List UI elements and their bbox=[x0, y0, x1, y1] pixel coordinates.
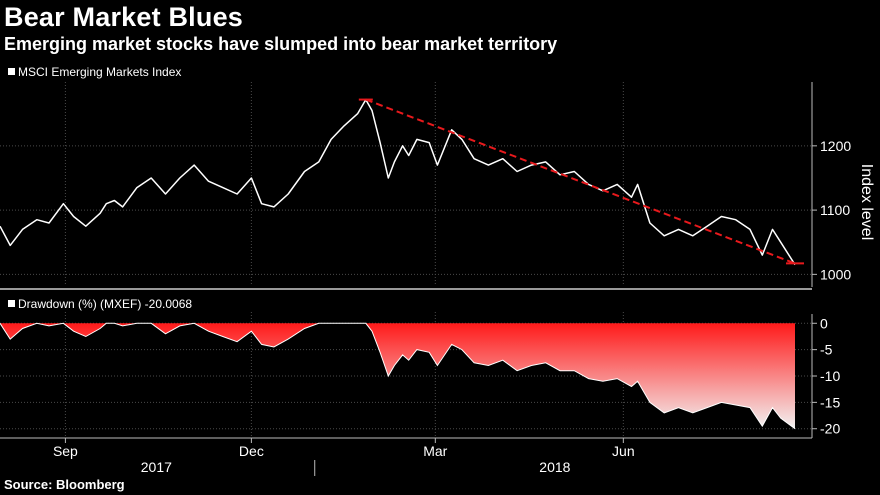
x-tick-label: Jun bbox=[612, 443, 635, 459]
top-legend-swatch bbox=[8, 68, 15, 75]
y-axis-label: Index level bbox=[858, 164, 875, 241]
trend-line bbox=[358, 98, 804, 265]
year-label: 2018 bbox=[539, 459, 570, 475]
x-tick-label: Dec bbox=[239, 443, 264, 459]
bottom-legend-swatch bbox=[8, 300, 15, 307]
year-label: 2017 bbox=[141, 459, 172, 475]
drawdown-line bbox=[0, 322, 796, 430]
drawdown-area bbox=[0, 323, 795, 429]
y-tick-label-bottom: 0 bbox=[820, 315, 828, 331]
chart-subtitle: Emerging market stocks have slumped into… bbox=[4, 34, 558, 54]
y-tick-label-top: 1000 bbox=[820, 266, 851, 282]
top-y-ticks: 1000 1100 1200 bbox=[811, 82, 851, 287]
y-tick-label-bottom: -5 bbox=[820, 342, 833, 358]
y-tick-label-bottom: -15 bbox=[820, 394, 840, 410]
top-legend-label: MSCI Emerging Markets Index bbox=[18, 65, 181, 79]
top-gridlines bbox=[0, 82, 812, 286]
y-tick-label-bottom: -20 bbox=[820, 421, 840, 437]
x-tick-label: Sep bbox=[53, 443, 78, 459]
bottom-y-ticks: 0 -5 -10 -15 -20 bbox=[811, 314, 840, 438]
y-tick-label-top: 1100 bbox=[820, 202, 850, 218]
index-line bbox=[0, 98, 796, 266]
x-tick-label: Mar bbox=[423, 443, 447, 459]
y-tick-label-bottom: -10 bbox=[820, 368, 840, 384]
trend-dashed-line bbox=[365, 98, 796, 265]
bottom-legend-label: Drawdown (%) (MXEF) -20.0068 bbox=[18, 297, 192, 311]
chart-title: Bear Market Blues bbox=[4, 2, 244, 32]
y-tick-label-top: 1200 bbox=[820, 138, 851, 154]
source-note: Source: Bloomberg bbox=[4, 477, 125, 492]
x-axis: Sep Dec Mar Jun 2017 2018 bbox=[0, 437, 812, 476]
